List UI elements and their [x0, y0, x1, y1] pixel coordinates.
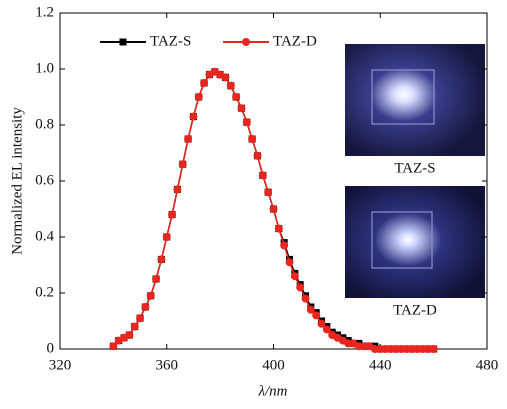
data-point: [312, 311, 321, 320]
data-point: [237, 104, 246, 113]
data-point: [306, 305, 315, 314]
data-point: [280, 241, 289, 250]
inset-photo: [345, 186, 485, 298]
data-point: [125, 331, 134, 339]
data-point: [152, 275, 161, 283]
data-point: [141, 303, 150, 311]
legend-marker: [242, 38, 250, 46]
data-point: [253, 151, 262, 160]
inset-label: TAZ-S: [394, 160, 435, 176]
data-point: [157, 255, 166, 264]
data-point: [146, 291, 155, 300]
data-point: [221, 73, 230, 82]
data-point: [264, 188, 273, 197]
data-point: [189, 112, 198, 121]
x-tick-label: 400: [262, 357, 285, 373]
data-point: [301, 294, 310, 303]
data-point: [285, 258, 294, 267]
data-point: [136, 314, 145, 323]
data-point: [162, 233, 171, 241]
data-point: [232, 93, 241, 101]
data-point: [200, 79, 209, 87]
data-point: [290, 272, 299, 281]
y-tick-label: 0.6: [35, 172, 54, 188]
legend-marker: [119, 38, 127, 46]
inset-device: [371, 69, 435, 125]
data-point: [194, 93, 203, 101]
y-tick-label: 1.0: [35, 60, 54, 76]
data-point: [269, 205, 278, 213]
inset-label: TAZ-D: [393, 302, 437, 318]
data-point: [242, 118, 251, 127]
x-axis-label: λ/nm: [258, 383, 288, 399]
data-point: [173, 185, 182, 194]
x-tick-label: 480: [476, 357, 499, 373]
data-point: [168, 210, 177, 219]
y-tick-label: 0: [47, 340, 55, 356]
data-point: [109, 342, 118, 351]
data-point: [248, 135, 257, 143]
data-point: [296, 283, 305, 292]
data-point: [317, 319, 326, 328]
legend-label: TAZ-S: [150, 33, 191, 49]
legend-label: TAZ-D: [273, 33, 317, 49]
data-point: [178, 160, 187, 169]
y-axis-label: Normalized EL intensity: [9, 107, 25, 255]
data-point: [274, 224, 283, 233]
x-tick-label: 320: [49, 357, 72, 373]
data-point: [184, 135, 193, 143]
data-point: [322, 325, 331, 334]
inset-device: [371, 211, 433, 269]
data-point: [429, 345, 438, 353]
x-tick-label: 440: [369, 357, 392, 373]
y-tick-label: 1.2: [35, 4, 54, 20]
data-point: [130, 322, 139, 331]
y-tick-label: 0.2: [35, 284, 54, 300]
x-tick-label: 360: [156, 357, 179, 373]
data-point: [226, 81, 235, 90]
data-point: [258, 171, 267, 180]
y-tick-label: 0.8: [35, 116, 54, 132]
inset-photo: [345, 44, 485, 156]
y-tick-label: 0.4: [35, 228, 54, 244]
